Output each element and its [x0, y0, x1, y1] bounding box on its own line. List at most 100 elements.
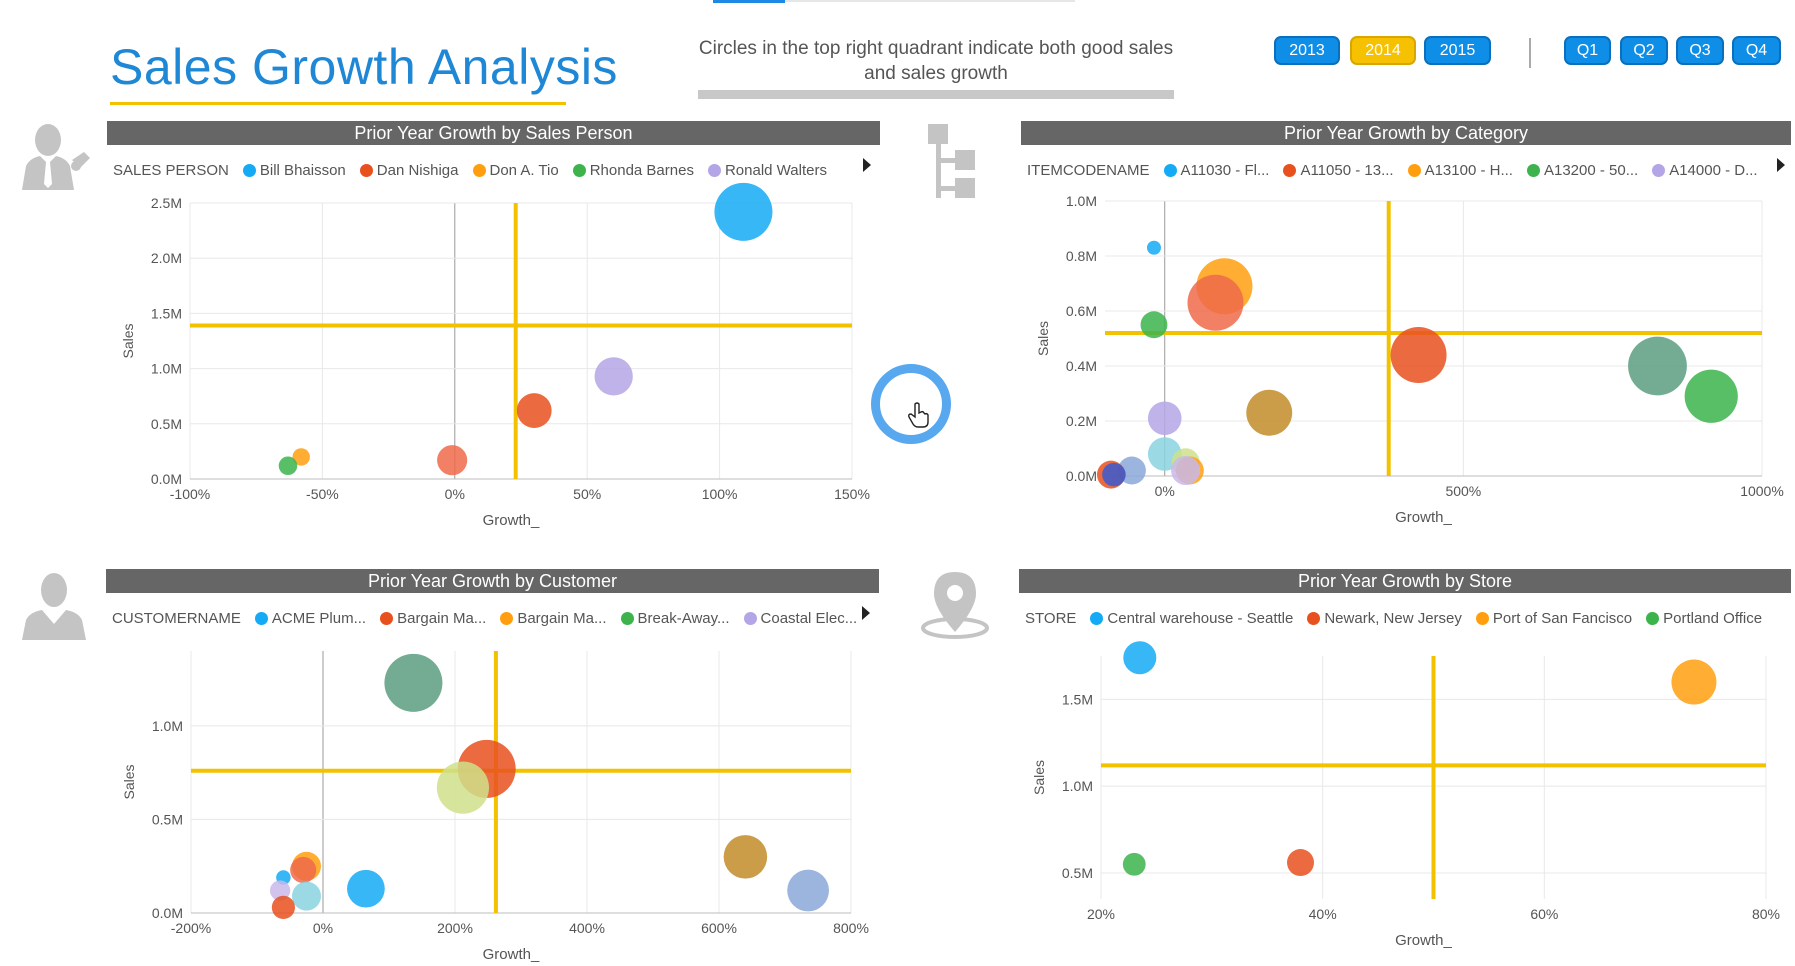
legend-item[interactable]: Port of San Fancisco: [1475, 610, 1632, 627]
data-point[interactable]: [290, 856, 317, 884]
quarter-slicer-label: Q2: [1633, 41, 1655, 59]
data-point[interactable]: [384, 653, 443, 712]
y-tick-label: 1.0M: [152, 718, 183, 734]
data-point[interactable]: [1123, 641, 1157, 675]
x-tick-label: 80%: [1752, 906, 1780, 922]
x-tick-label: 0%: [313, 920, 333, 936]
legend-next-arrow[interactable]: [863, 158, 871, 172]
chart-panel-customer: Prior Year Growth by Customer CUSTOMERNA…: [106, 569, 879, 966]
legend-title: SALES PERSON: [113, 161, 229, 179]
legend-label: Portland Office: [1663, 609, 1763, 627]
y-axis-label: Sales: [1031, 760, 1047, 795]
quarter-slicer-q4[interactable]: Q4: [1732, 36, 1781, 65]
data-point[interactable]: [1146, 240, 1161, 255]
scatter-chart-customer[interactable]: -200% 0% 200% 400% 600% 800% 0.0M 0.5M 1.0M Growt…: [106, 569, 879, 966]
data-point[interactable]: [292, 881, 321, 911]
scatter-chart-salesperson[interactable]: -100% -50% 0% 50% 100% 150% 0.0M 0.5M 1.0M 1.5M 2.…: [107, 121, 880, 541]
data-point[interactable]: [1140, 311, 1168, 339]
legend-item[interactable]: Bill Bhaisson: [242, 162, 346, 179]
scatter-chart-category[interactable]: 0% 500% 1000% 0.0M 0.2M 0.4M 0.6M 0.8M 1.0M Growt…: [1021, 121, 1791, 541]
x-tick-label: 500%: [1445, 483, 1481, 499]
data-point[interactable]: [787, 869, 829, 912]
x-tick-label: 0%: [1155, 483, 1175, 499]
data-point[interactable]: [723, 835, 768, 879]
data-point[interactable]: [714, 182, 773, 241]
legend-item[interactable]: Ronald Walters: [707, 161, 827, 179]
legend-label: A14000 - D...: [1669, 161, 1758, 179]
data-point[interactable]: [437, 445, 468, 476]
y-axis-label: Sales: [120, 323, 136, 358]
hand-cursor-icon: [908, 402, 929, 428]
data-point[interactable]: [1671, 659, 1717, 705]
legend-label: Don A. Tio: [489, 161, 559, 179]
x-axis-label: Growth_: [1395, 509, 1452, 526]
y-axis-label: Sales: [121, 764, 137, 799]
click-indicator-ring: [871, 364, 951, 444]
legend-item[interactable]: A11030 - Fl...: [1163, 162, 1269, 179]
x-tick-label: 150%: [834, 486, 870, 502]
legend-label: Coastal Elec...: [760, 609, 858, 627]
legend-item[interactable]: Break-Away...: [620, 610, 730, 627]
data-point[interactable]: [1147, 401, 1182, 436]
legend-item[interactable]: Newark, New Jersey: [1307, 610, 1462, 627]
data-point[interactable]: [1684, 369, 1738, 423]
data-point[interactable]: [1102, 462, 1126, 487]
legend-item[interactable]: Don A. Tio: [472, 161, 559, 179]
y-tick-label: 0.4M: [1066, 358, 1097, 374]
chart-title: Prior Year Growth by Customer: [106, 569, 879, 593]
data-point[interactable]: [1122, 852, 1146, 876]
legend-item[interactable]: Bargain Ma...: [500, 610, 607, 627]
data-point[interactable]: [1628, 336, 1687, 396]
data-point[interactable]: [1287, 849, 1314, 877]
page-subtitle: Circles in the top right quadrant indica…: [698, 38, 1174, 84]
data-point[interactable]: [516, 393, 552, 428]
legend-item[interactable]: Coastal Elec...: [743, 609, 858, 627]
title-underline: [110, 102, 566, 105]
quarter-slicer-q2[interactable]: Q2: [1620, 36, 1668, 65]
data-point[interactable]: [278, 456, 298, 476]
hierarchy-icon: [928, 124, 975, 198]
data-point[interactable]: [436, 761, 490, 814]
quarter-slicer-q1[interactable]: Q1: [1564, 36, 1611, 65]
legend-item[interactable]: Portland Office: [1646, 610, 1762, 627]
year-slicer-2014[interactable]: 2014: [1350, 36, 1416, 65]
data-point[interactable]: [271, 895, 295, 919]
legend-item[interactable]: Bargain Ma...: [380, 610, 486, 627]
page-title: Sales Growth Analysis: [110, 39, 618, 95]
slicer-separator: [1529, 38, 1531, 68]
year-slicer-label: 2015: [1439, 41, 1476, 59]
legend-item[interactable]: A11050 - 13...: [1283, 162, 1394, 179]
active-page-tab[interactable]: [713, 0, 785, 3]
x-tick-label: 100%: [702, 486, 738, 502]
year-slicer-2013[interactable]: 2013: [1274, 36, 1340, 65]
scatter-chart-store[interactable]: 20% 40% 60% 80% 0.5M 1.0M 1.5M Growth_ Sales: [1019, 569, 1791, 966]
data-point[interactable]: [594, 357, 633, 396]
data-point[interactable]: [1390, 327, 1447, 383]
salesperson-icon: [22, 124, 90, 190]
legend-item[interactable]: Central warehouse - Seattle: [1090, 610, 1293, 627]
legend-item[interactable]: Rhonda Barnes: [572, 161, 694, 179]
data-point[interactable]: [1246, 389, 1293, 436]
legend-item[interactable]: Dan Nishiga: [359, 162, 459, 179]
year-slicer-2015[interactable]: 2015: [1424, 36, 1491, 65]
chart-title: Prior Year Growth by Store: [1019, 569, 1791, 593]
legend-item[interactable]: A13200 - 50...: [1526, 162, 1638, 179]
data-point[interactable]: [1187, 274, 1244, 331]
data-point[interactable]: [292, 448, 310, 466]
data-point[interactable]: [1171, 455, 1201, 486]
customer-icon: [22, 573, 86, 640]
legend-marker: [1646, 611, 1660, 625]
x-tick-label: 600%: [701, 920, 737, 936]
legend-label: Ronald Walters: [724, 161, 827, 179]
quarter-slicer-q3[interactable]: Q3: [1676, 36, 1724, 65]
legend-item[interactable]: ACME Plum...: [254, 610, 366, 627]
legend-next-arrow[interactable]: [1777, 158, 1785, 172]
legend-marker: [254, 611, 268, 625]
legend-item[interactable]: A13100 - H...: [1407, 162, 1513, 179]
data-point[interactable]: [269, 880, 291, 901]
y-tick-label: 1.0M: [1066, 193, 1097, 209]
legend-item[interactable]: A14000 - D...: [1652, 161, 1758, 179]
data-point[interactable]: [347, 869, 385, 908]
legend-next-arrow[interactable]: [862, 606, 870, 620]
legend-label: Rhonda Barnes: [589, 161, 694, 179]
